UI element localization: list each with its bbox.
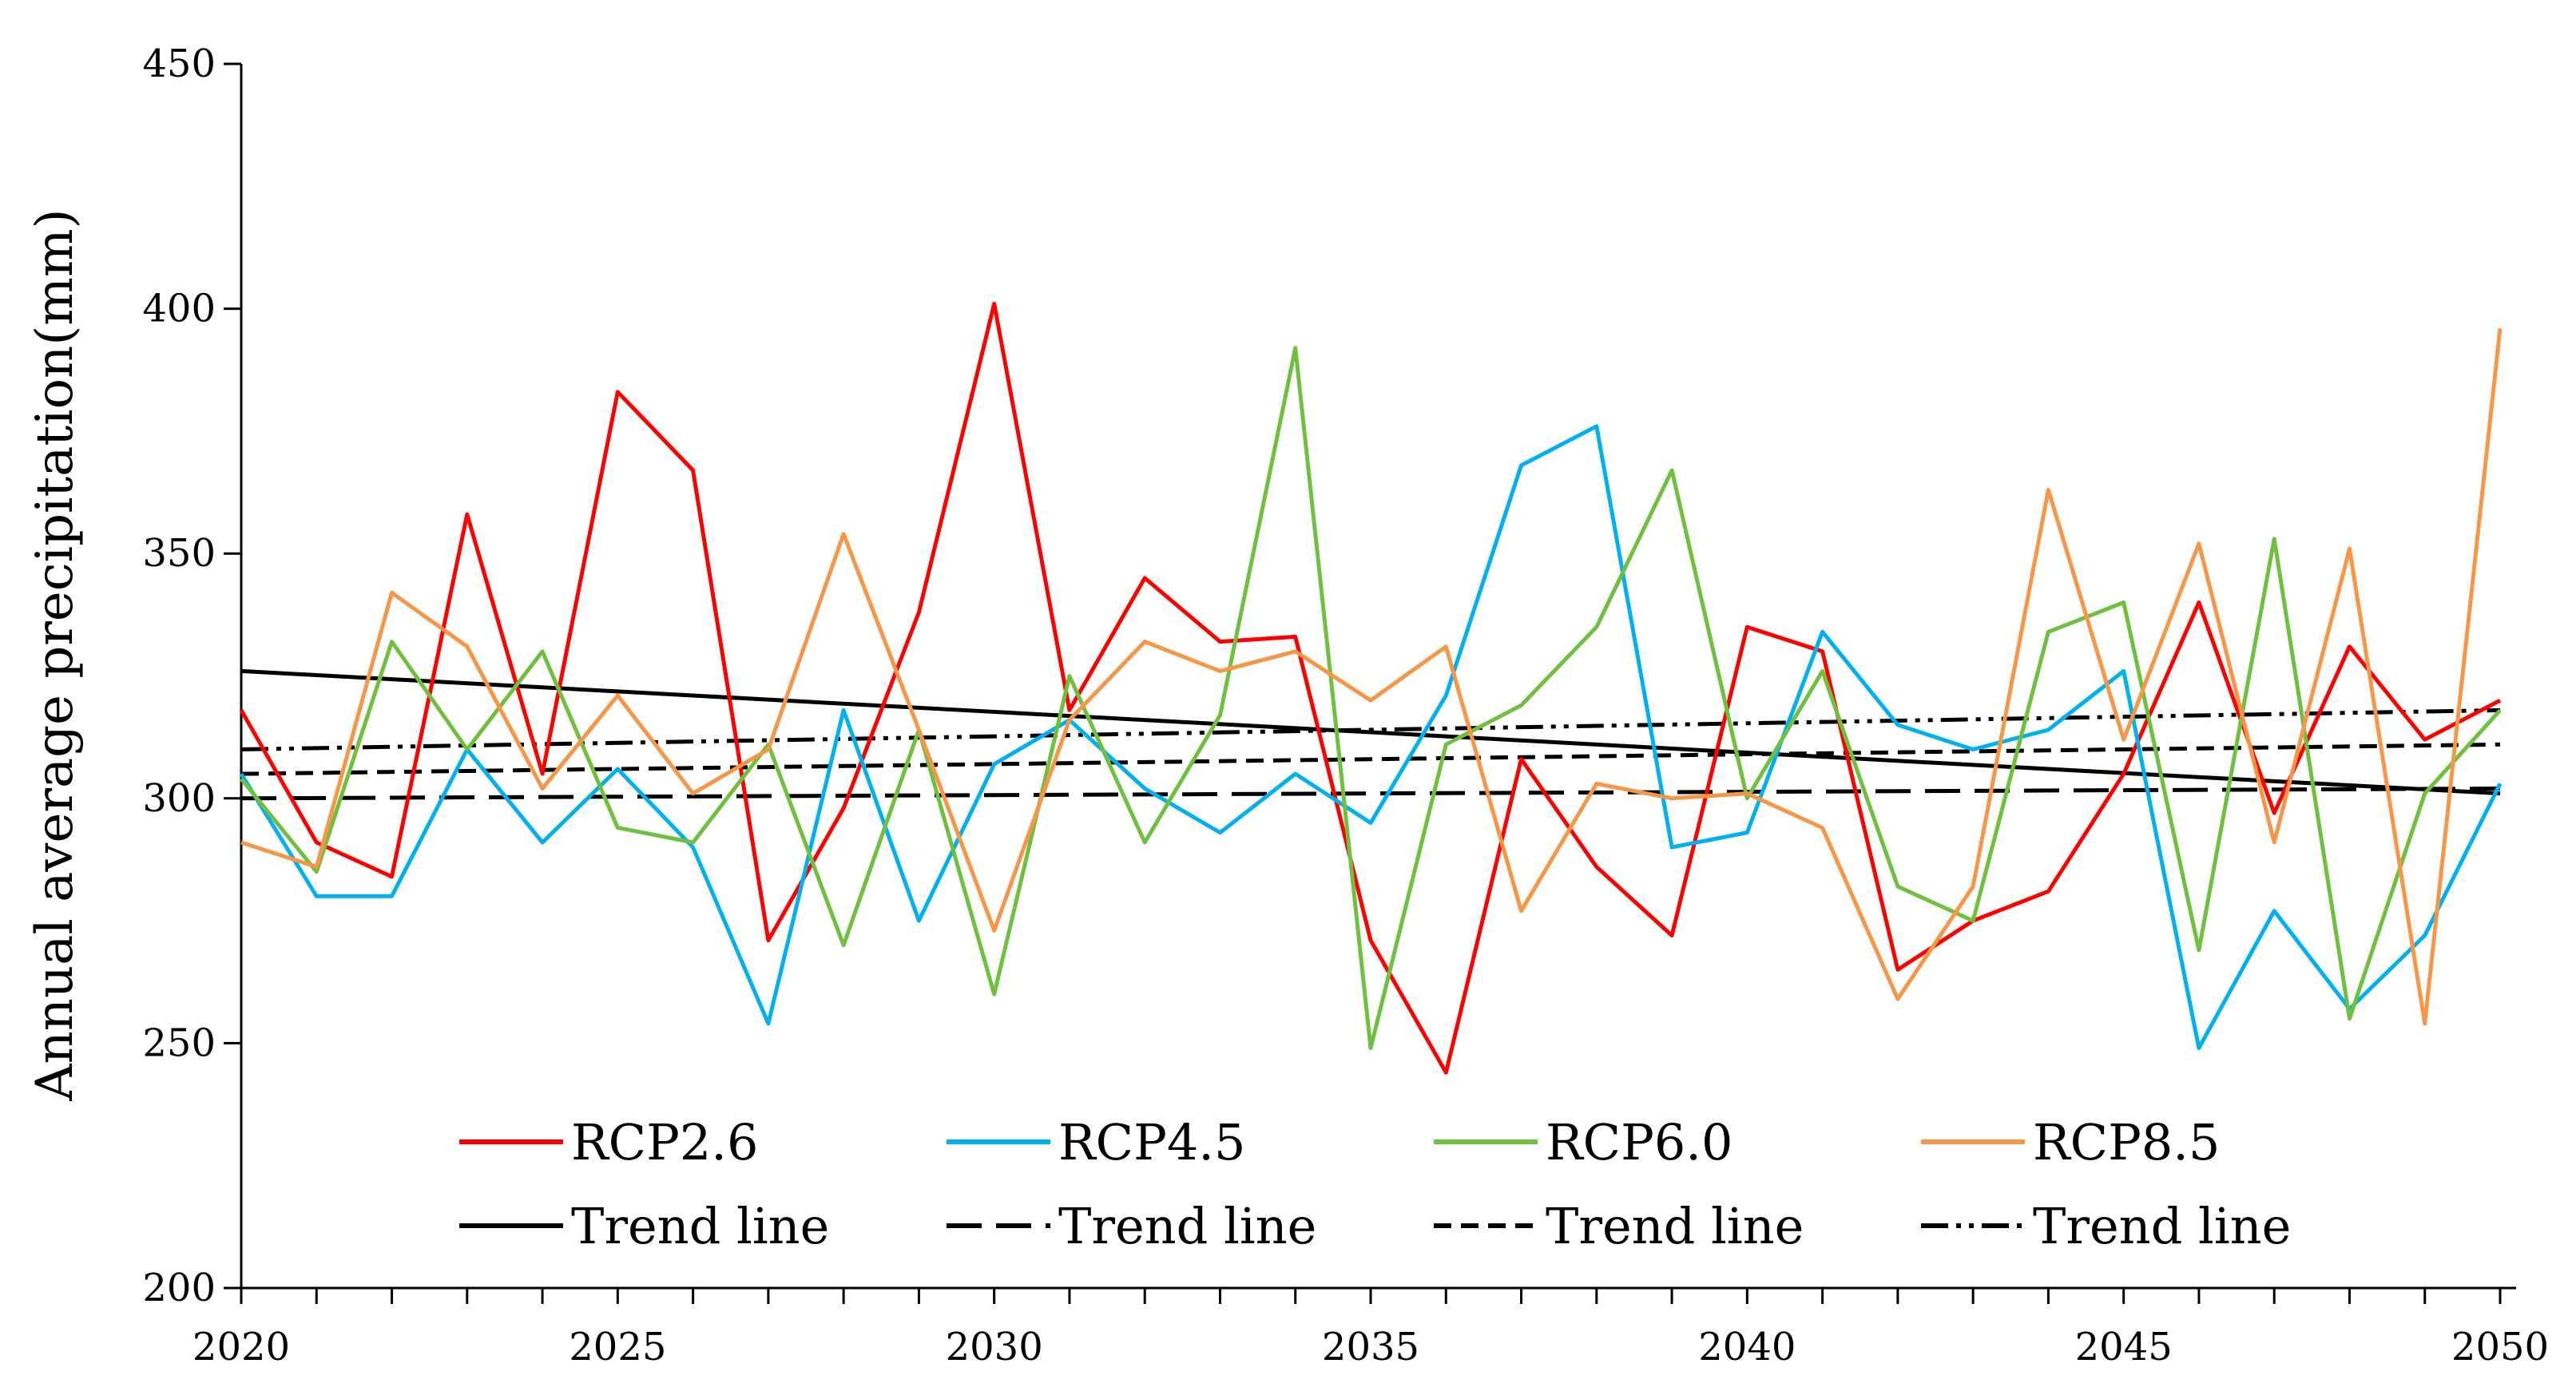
- x-tick-label: 2045: [2075, 1325, 2173, 1369]
- legend-label-rcp60: RCP6.0: [1546, 1113, 1733, 1171]
- legend-label-rcp85: RCP8.5: [2033, 1113, 2220, 1171]
- y-tick-label: 400: [142, 287, 216, 331]
- series-line-rcp85: [240, 327, 2503, 1026]
- legend-label-rcp26: RCP2.6: [571, 1113, 758, 1171]
- axes: 200 250 300 350 400 450 2020 2025 2030 2035 2040 20…: [142, 42, 2549, 1369]
- series-line-rcp60: [240, 346, 2502, 1050]
- y-tick-label: 300: [142, 776, 216, 821]
- series-line-rcp45: [239, 424, 2503, 1050]
- trend-line-2: [240, 787, 2501, 801]
- series-lines: [239, 302, 2503, 1075]
- y-axis-title: Annual average precipitation(mm): [26, 208, 85, 1101]
- x-tick-label: 2030: [946, 1325, 1043, 1369]
- trend-line-3: [240, 742, 2501, 776]
- legend-label-trend-3: Trend line: [1546, 1197, 1804, 1255]
- x-tick-label: 2035: [1322, 1325, 1419, 1369]
- x-tick-label: 2025: [569, 1325, 666, 1369]
- legend-label-trend-4: Trend line: [2033, 1197, 2291, 1255]
- series-line-rcp26: [239, 302, 2502, 1075]
- y-tick-label: 250: [142, 1020, 216, 1065]
- y-tick-label: 200: [142, 1266, 216, 1310]
- x-tick-label: 2020: [193, 1325, 290, 1369]
- trend-line-4: [240, 707, 2501, 751]
- legend-label-trend-1: Trend line: [571, 1197, 829, 1255]
- legend-label-rcp45: RCP4.5: [1058, 1113, 1245, 1171]
- y-tick-label: 450: [142, 42, 216, 86]
- y-tick-label: 350: [142, 531, 216, 576]
- legend: RCP2.6 RCP4.5 RCP6.0 RCP8.5 Trend line Trend …: [459, 1113, 2291, 1255]
- trend-lines: [240, 668, 2501, 801]
- legend-label-trend-2: Trend line: [1058, 1197, 1316, 1255]
- x-tick-label: 2040: [1698, 1325, 1796, 1369]
- x-tick-label: 2050: [2451, 1325, 2549, 1369]
